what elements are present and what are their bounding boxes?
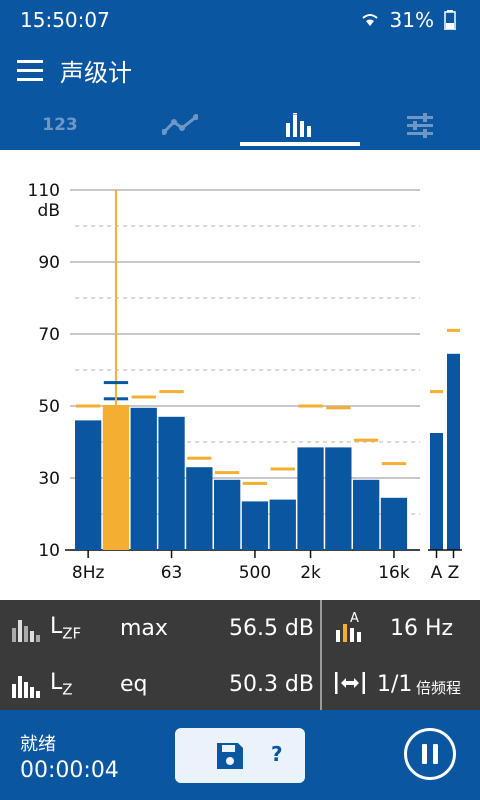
max-hold-marker: [242, 481, 268, 485]
status-time: 15:50:07: [20, 8, 110, 32]
status-bar: 15:50:07 31%: [0, 0, 480, 40]
elapsed-time: 00:00:04: [20, 758, 119, 783]
spectrum-eq-icon: [12, 676, 40, 698]
spectrum-bar: [325, 447, 352, 550]
spectrum-bar: [269, 499, 296, 550]
weighted-label: A: [431, 563, 443, 583]
spectrum-bar: [353, 479, 380, 550]
spectrum-bar: [380, 497, 408, 550]
help-button[interactable]: ?: [271, 742, 283, 766]
y-axis-unit: dB: [38, 201, 60, 221]
weighted-max-marker: [447, 328, 460, 332]
y-tick-label: 70: [38, 325, 60, 345]
page-title: 声级计: [60, 59, 132, 87]
lzf-subscript: ZF: [62, 624, 82, 643]
spectrum-level-icon: [12, 620, 40, 642]
max-hold-marker: [131, 395, 156, 399]
weighted-max-marker: [430, 390, 443, 394]
panel-divider: [320, 600, 322, 710]
x-tick-label: 500: [239, 563, 271, 583]
tab-spectrum[interactable]: [240, 100, 360, 150]
spectrum-bar: [130, 407, 157, 550]
max-hold-marker: [326, 406, 351, 410]
selected-peak-marker: [103, 381, 129, 385]
y-tick-label: 50: [38, 397, 60, 417]
max-hold-marker: [381, 462, 407, 466]
y-tick-label: 30: [38, 469, 60, 489]
measurement-status: 就绪: [20, 734, 56, 755]
x-tick-label: 2k: [300, 563, 321, 583]
spectrum-bars-icon: [286, 113, 311, 137]
lz-value: 50.3 dB: [228, 672, 314, 697]
lzf-stat: max: [120, 616, 168, 641]
band-weight-letter: A: [350, 611, 359, 626]
x-tick-label: 8Hz: [72, 563, 105, 583]
x-tick-label: 16k: [378, 563, 410, 583]
spectrum-bar: [186, 467, 213, 550]
max-hold-marker: [159, 390, 184, 394]
readout-panel: LZF max 56.5 dB LZ eq 50.3 dB A 16 Hz 1/…: [0, 600, 480, 710]
max-hold-marker: [270, 467, 295, 471]
lzf-label: LZF: [50, 614, 82, 643]
bottom-bar: 就绪 00:00:04 ?: [0, 710, 480, 800]
max-hold-marker: [76, 404, 101, 408]
wifi-icon: [361, 14, 378, 26]
spectrum-bar: [214, 479, 241, 550]
bandwidth-unit: 倍频程: [416, 679, 462, 697]
battery-icon: [444, 10, 456, 30]
save-icon[interactable]: [215, 741, 245, 771]
spectrum-bar: [158, 416, 185, 550]
y-tick-label: 110: [28, 181, 60, 201]
app-bar: 声级计 123: [0, 40, 480, 150]
spectrum-bar: [297, 447, 324, 550]
action-box: ?: [175, 728, 305, 783]
menu-icon[interactable]: [14, 54, 46, 86]
battery-percent: 31%: [389, 8, 434, 32]
weighted-bar: [430, 433, 443, 550]
weighted-label: Z: [448, 563, 460, 583]
trend-line-icon: [162, 114, 198, 135]
spectrum-bar: [241, 501, 269, 550]
bandwidth-value[interactable]: 1/1: [377, 672, 413, 697]
active-tab-indicator: [240, 142, 360, 146]
x-tick-label: 63: [161, 563, 183, 583]
tab-numeric[interactable]: 123: [0, 100, 120, 150]
spectrum-chart[interactable]: 110 90 70 50 30 10 dB 8Hz 63 500 2k 16k A Z: [0, 150, 480, 600]
band-selector-icon: A: [336, 611, 361, 642]
lz-stat: eq: [120, 672, 148, 697]
max-hold-marker: [187, 456, 212, 460]
lz-label: LZ: [50, 670, 73, 699]
tab-bar: 123: [0, 100, 480, 150]
lz-subscript: Z: [62, 680, 73, 699]
sliders-icon: [407, 113, 433, 138]
tab-settings[interactable]: [360, 100, 480, 150]
tab-numeric-label: 123: [42, 115, 78, 135]
lzf-value: 56.5 dB: [228, 616, 314, 641]
spectrum-chart-svg: 110 90 70 50 30 10 dB 8Hz 63 500 2k 16k A Z: [28, 181, 462, 583]
pause-button[interactable]: [404, 728, 456, 780]
status-indicators: 31%: [360, 8, 456, 32]
max-hold-marker: [298, 404, 323, 408]
max-hold-marker: [354, 438, 379, 442]
selected-band-value[interactable]: 16 Hz: [390, 616, 454, 641]
max-hold-marker: [215, 471, 240, 475]
bandwidth-icon: [335, 672, 365, 694]
weighted-bar: [447, 353, 460, 550]
tab-trend[interactable]: [120, 100, 240, 150]
y-tick-label: 90: [38, 253, 60, 273]
y-tick-label: 10: [38, 541, 60, 561]
spectrum-bar: [75, 420, 102, 550]
